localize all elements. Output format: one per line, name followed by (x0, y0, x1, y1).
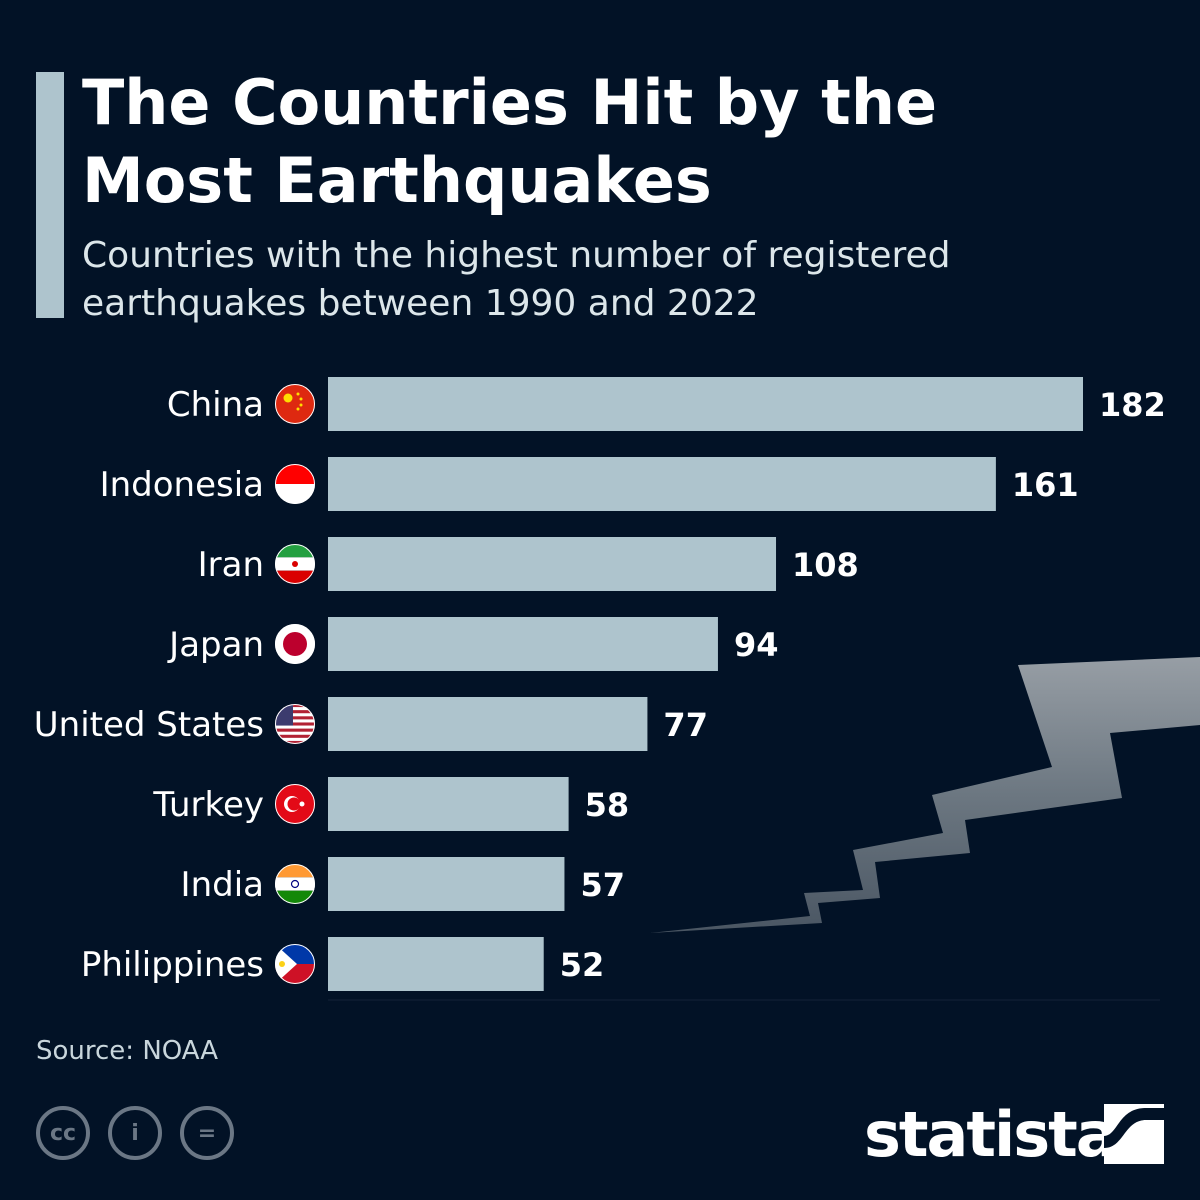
category-label: Indonesia (100, 465, 264, 505)
india-flag-icon (275, 864, 315, 904)
category-label: United States (34, 705, 264, 745)
statista-logo[interactable]: statista (864, 1098, 1118, 1171)
bar-iran (328, 537, 777, 591)
indonesia-flag-icon (275, 464, 315, 504)
chart-subtitle: Countries with the highest number of reg… (82, 235, 951, 324)
data-label: 57 (580, 866, 625, 904)
data-label: 52 (560, 946, 605, 984)
category-label: Philippines (81, 945, 264, 985)
data-label: 94 (734, 626, 779, 664)
china-flag-icon (275, 384, 315, 424)
chart-title: The Countries Hit by the Most Earthquake… (82, 66, 938, 217)
bar-turkey (328, 777, 569, 831)
bar-philippines (328, 937, 544, 991)
bar-china (328, 377, 1083, 431)
data-label: 182 (1099, 386, 1166, 424)
category-label: Turkey (152, 785, 264, 825)
earthquake-crack-illustration (650, 657, 1200, 933)
us-flag-icon (275, 704, 315, 744)
bar-indonesia (328, 457, 996, 511)
category-label: China (167, 385, 264, 425)
no-derivatives-icon[interactable]: = (180, 1106, 234, 1160)
philippines-flag-icon (275, 944, 315, 984)
bar-india (328, 857, 565, 911)
title-accent-bar (36, 72, 64, 318)
data-label: 77 (663, 706, 708, 744)
data-label: 58 (585, 786, 630, 824)
category-label: India (181, 865, 264, 905)
japan-flag-icon (275, 624, 315, 664)
statista-logo-mark-icon (1104, 1104, 1164, 1164)
data-label: 108 (792, 546, 859, 584)
data-label: 161 (1012, 466, 1079, 504)
iran-flag-icon (275, 544, 315, 584)
category-label: Japan (167, 625, 264, 665)
turkey-flag-icon (275, 784, 315, 824)
bar-united-states (328, 697, 648, 751)
category-label: Iran (198, 545, 264, 585)
bar-japan (328, 617, 718, 671)
creative-commons-icon[interactable]: cc (36, 1106, 90, 1160)
source-note: Source: NOAA (36, 1036, 219, 1066)
attribution-icon[interactable]: i (108, 1106, 162, 1160)
